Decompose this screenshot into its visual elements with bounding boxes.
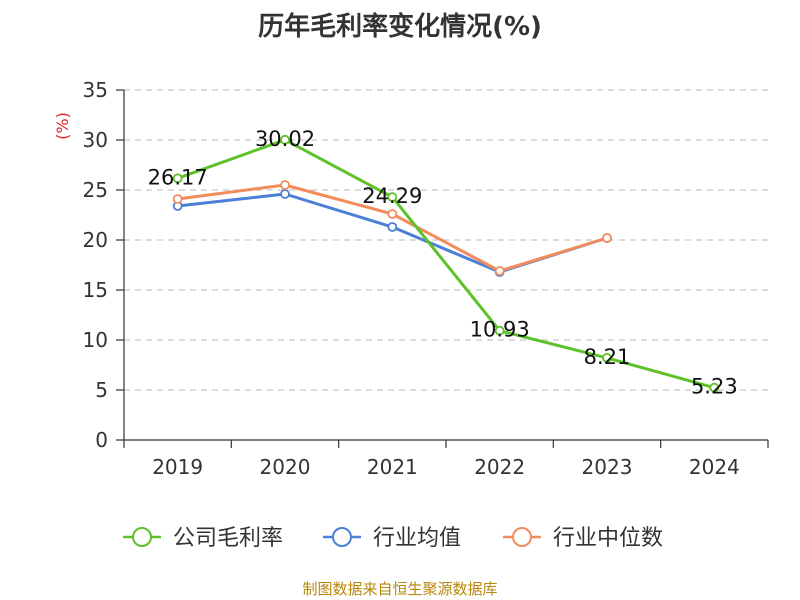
legend[interactable]: 公司毛利率 行业均值 行业中位数 bbox=[123, 526, 663, 551]
legend-item[interactable]: 行业均值 bbox=[323, 526, 461, 551]
data-point bbox=[280, 180, 290, 190]
y-tick-label: 10 bbox=[83, 328, 108, 352]
legend-label: 行业中位数 bbox=[553, 526, 663, 551]
y-tick-label: 5 bbox=[95, 378, 108, 402]
data-point bbox=[280, 189, 290, 199]
data-label: 10.93 bbox=[470, 318, 530, 342]
legend-label: 行业均值 bbox=[373, 526, 461, 551]
legend-label: 公司毛利率 bbox=[173, 526, 283, 551]
y-tick-label: 0 bbox=[95, 428, 108, 452]
chart-title: 历年毛利率变化情况(%) bbox=[258, 12, 542, 42]
x-tick-label: 2023 bbox=[582, 455, 633, 479]
axis-layer: 0 5 10 15 20 25 30 35 (%) 2019 2020 2021 2022 2023 202… bbox=[53, 78, 769, 479]
y-tick-label: 15 bbox=[83, 278, 108, 302]
legend-marker bbox=[512, 527, 532, 547]
data-point bbox=[602, 352, 612, 363]
data-label: 5.23 bbox=[691, 375, 738, 399]
x-tick-label: 2020 bbox=[260, 455, 311, 479]
data-point bbox=[280, 134, 290, 145]
data-point bbox=[172, 173, 183, 184]
source-note: 制图数据来自恒生聚源数据库 bbox=[302, 580, 498, 598]
label-layer: 26.17 30.02 24.29 10.93 8.21 5.23 bbox=[148, 127, 738, 399]
grid-layer bbox=[124, 89, 768, 391]
data-label: 30.02 bbox=[255, 127, 315, 151]
y-tick-label: 25 bbox=[83, 178, 108, 202]
legend-item[interactable]: 公司毛利率 bbox=[123, 526, 283, 551]
legend-marker bbox=[332, 527, 352, 547]
x-tick-label: 2022 bbox=[474, 455, 525, 479]
data-point bbox=[387, 192, 398, 203]
data-label: 26.17 bbox=[148, 165, 208, 189]
series-line bbox=[177, 138, 715, 390]
data-point bbox=[709, 382, 720, 393]
data-point bbox=[494, 266, 505, 276]
x-tick-label: 2021 bbox=[367, 455, 418, 479]
y-tick-label: 20 bbox=[83, 228, 108, 252]
y-axis-label: (%) bbox=[53, 112, 72, 140]
data-point bbox=[602, 233, 612, 243]
y-tick-label: 35 bbox=[83, 78, 108, 102]
x-tick-label: 2019 bbox=[152, 455, 203, 479]
data-point bbox=[387, 222, 398, 232]
data-point bbox=[172, 194, 183, 204]
data-point bbox=[494, 325, 505, 336]
y-tick-label: 30 bbox=[83, 128, 108, 152]
data-label: 8.21 bbox=[584, 345, 631, 369]
series-layer bbox=[172, 134, 720, 393]
data-point bbox=[387, 209, 398, 219]
x-tick-label: 2024 bbox=[689, 455, 740, 479]
data-label: 24.29 bbox=[362, 184, 422, 208]
legend-marker bbox=[132, 527, 152, 547]
legend-item[interactable]: 行业中位数 bbox=[503, 526, 663, 551]
